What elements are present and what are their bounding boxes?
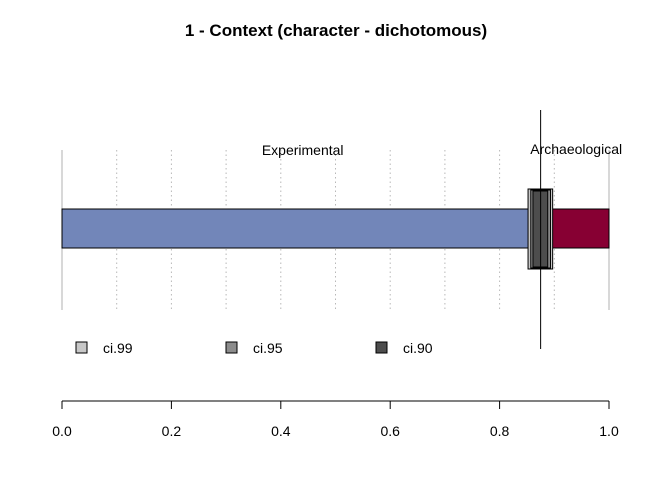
legend-swatch-ci-90 <box>375 341 388 354</box>
segment-label-archaeological: Archaeological <box>530 141 622 157</box>
x-tick-label: 0.4 <box>271 423 291 439</box>
segment-label-experimental: Experimental <box>262 142 344 158</box>
legend-swatch-ci-95 <box>225 341 238 354</box>
legend-label-ci-99: ci.99 <box>103 340 133 356</box>
x-tick-label: 0.6 <box>380 423 400 439</box>
legend-label-ci-95: ci.95 <box>253 340 283 356</box>
legend-swatch-ci-99 <box>75 341 88 354</box>
x-tick-label: 0.2 <box>162 423 182 439</box>
x-tick-label: 1.0 <box>599 423 619 439</box>
segment-bar-experimental <box>61 208 541 249</box>
legend: ci.99 ci.95 ci.90 <box>75 340 433 356</box>
chart-title: 1 - Context (character - dichotomous) <box>185 21 487 40</box>
x-axis: 0.0 0.2 0.4 0.6 0.8 1.0 <box>52 400 619 439</box>
segments: Experimental Archaeological <box>61 141 622 249</box>
x-tick-label: 0.8 <box>490 423 510 439</box>
x-tick-label: 0.0 <box>52 423 72 439</box>
legend-label-ci-90: ci.90 <box>403 340 433 356</box>
